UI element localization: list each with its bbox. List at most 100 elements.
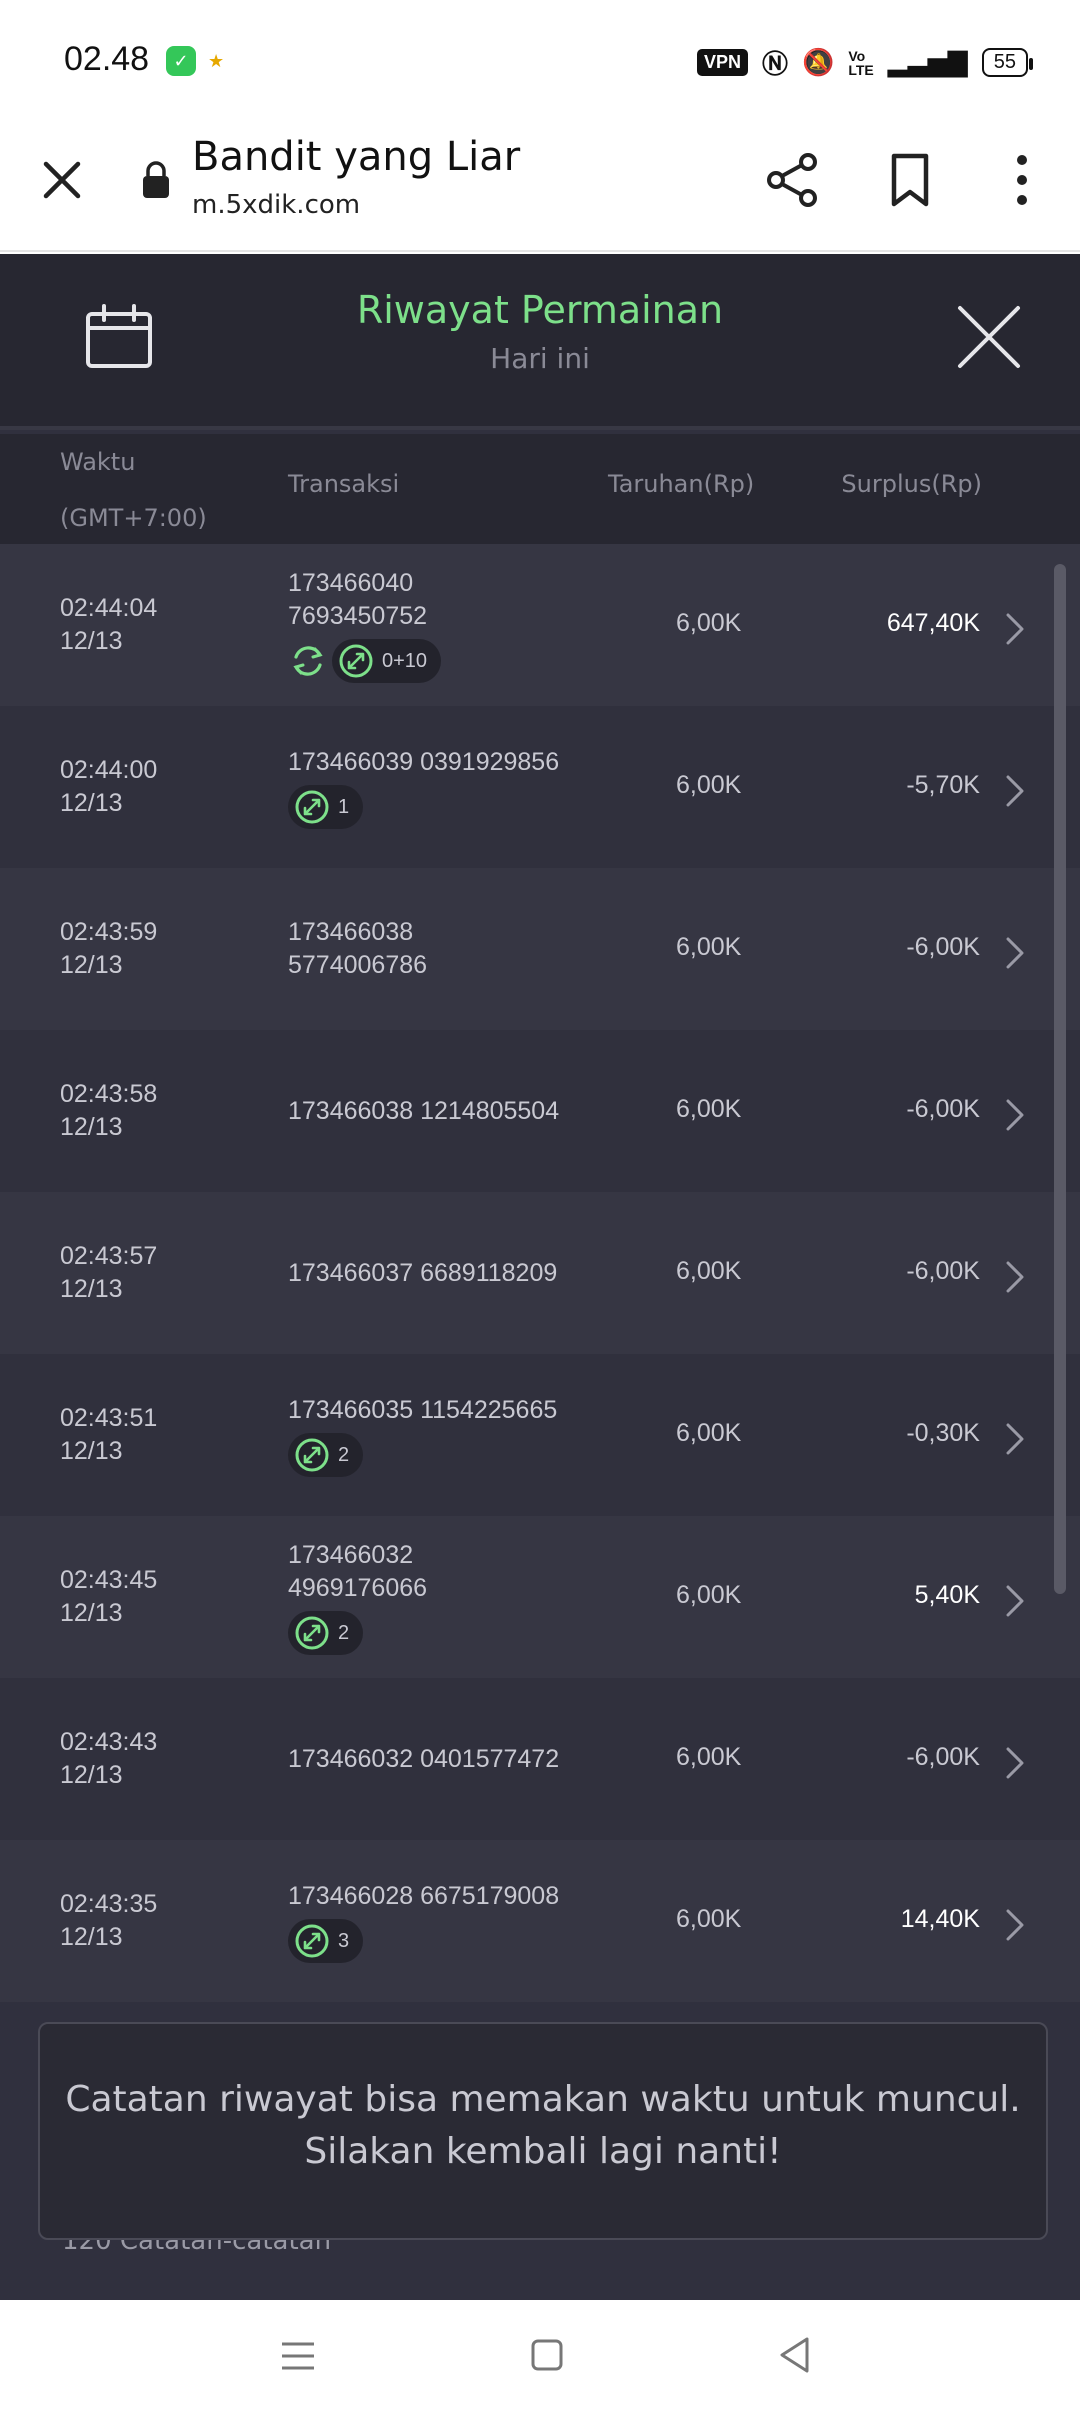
table-row[interactable]: 02:43:59 12/13 173466038 5774006786 6,00K -6,…	[0, 868, 1080, 1030]
chevron-right-icon[interactable]	[1004, 1907, 1026, 1943]
chevron-right-icon[interactable]	[1004, 1097, 1026, 1133]
signal-icon: ▂▃▅▇	[887, 47, 968, 77]
multiplier-icon	[295, 1924, 329, 1958]
row-transaction-id-2: 5774006786	[288, 951, 428, 979]
row-date-value: 12/13	[60, 951, 123, 979]
table-row[interactable]: 02:43:43 12/13 173466032 0401577472 6,00K -6…	[0, 1678, 1080, 1840]
row-time-value: 02:43:45	[60, 1566, 158, 1594]
app-notification-icon: ✓	[166, 46, 196, 76]
row-time: 02:43:57 12/13	[60, 1240, 157, 1306]
browser-toolbar: Bandit yang Liar m.5xdik.com	[0, 120, 1080, 252]
row-time: 02:44:00 12/13	[60, 754, 157, 820]
row-date-value: 12/13	[60, 627, 123, 655]
row-transaction-id: 173466038 1214805504	[288, 1097, 560, 1125]
row-transaction: 173466037 6689118209	[288, 1257, 588, 1290]
row-surplus: 14,40K	[900, 1905, 980, 1933]
row-surplus: -6,00K	[906, 1257, 980, 1285]
table-header: Waktu (GMT+7:00) Transaksi Taruhan(Rp) S…	[0, 434, 1080, 544]
column-header-taruhan: Taruhan(Rp)	[608, 470, 755, 498]
table-row[interactable]: 02:43:45 12/13 173466032 4969176066 2 6,00K 5,…	[0, 1516, 1080, 1678]
chevron-right-icon[interactable]	[1004, 773, 1026, 809]
row-bet: 6,00K	[676, 1581, 742, 1609]
row-surplus: -6,00K	[906, 933, 980, 961]
table-row[interactable]: 02:43:51 12/13 173466035 1154225665 2 6,00K -…	[0, 1354, 1080, 1516]
row-surplus: -6,00K	[906, 1743, 980, 1771]
row-transaction-id: 173466035 1154225665	[288, 1396, 558, 1424]
row-bet: 6,00K	[676, 933, 742, 961]
multiplier-icon	[339, 644, 373, 678]
page-url[interactable]: m.5xdik.com	[192, 190, 361, 220]
nfc-icon: Ⓝ	[761, 49, 788, 79]
row-transaction-id: 173466032 0401577472	[288, 1745, 560, 1773]
row-time: 02:43:43 12/13	[60, 1726, 157, 1792]
chevron-right-icon[interactable]	[1004, 935, 1026, 971]
chevron-right-icon[interactable]	[1004, 1745, 1026, 1781]
history-list: 02:44:04 12/13 173466040 7693450752 0+10 6,00…	[0, 544, 1080, 2002]
app-notification-icon-2: ★	[208, 51, 225, 71]
row-transaction-id-2: 4969176066	[288, 1574, 428, 1602]
back-icon[interactable]	[778, 2336, 810, 2374]
calendar-icon[interactable]	[84, 304, 154, 370]
chevron-right-icon[interactable]	[1004, 1583, 1026, 1619]
multiplier-badge: 3	[288, 1919, 364, 1963]
row-transaction: 173466032 4969176066 2	[288, 1539, 588, 1655]
row-surplus: -5,70K	[906, 771, 980, 799]
page-title: Bandit yang Liar	[192, 134, 521, 180]
table-row[interactable]: 02:43:35 12/13 173466028 6675179008 3 6,00K 1…	[0, 1840, 1080, 2002]
table-row[interactable]: 02:43:57 12/13 173466037 6689118209 6,00K -6…	[0, 1192, 1080, 1354]
row-transaction-id: 173466037 6689118209	[288, 1259, 558, 1287]
row-time: 02:44:04 12/13	[60, 592, 157, 658]
chevron-right-icon[interactable]	[1004, 1421, 1026, 1457]
row-transaction: 173466039 0391929856 1	[288, 746, 588, 829]
scrollbar[interactable]	[1054, 564, 1066, 1594]
system-nav-bar	[0, 2300, 1080, 2412]
row-time: 02:43:35 12/13	[60, 1888, 157, 1954]
row-time: 02:43:58 12/13	[60, 1078, 157, 1144]
column-header-transaksi: Transaksi	[288, 470, 400, 498]
table-row[interactable]: 02:43:58 12/13 173466038 1214805504 6,00K -6…	[0, 1030, 1080, 1192]
row-transaction-id: 173466038	[288, 918, 414, 946]
row-date-value: 12/13	[60, 1437, 123, 1465]
chevron-right-icon[interactable]	[1004, 1259, 1026, 1295]
close-icon[interactable]	[38, 156, 86, 204]
row-time: 02:43:59 12/13	[60, 916, 157, 982]
row-transaction: 173466028 6675179008 3	[288, 1880, 588, 1963]
multiplier-badge: 2	[288, 1611, 364, 1655]
row-transaction-id-2: 7693450752	[288, 602, 428, 630]
row-transaction-id: 173466028 6675179008	[288, 1882, 560, 1910]
row-time-value: 02:43:43	[60, 1728, 158, 1756]
multiplier-badge: 2	[288, 1433, 364, 1477]
multiplier-badge: 1	[288, 785, 364, 829]
row-time-value: 02:43:58	[60, 1080, 158, 1108]
row-bet: 6,00K	[676, 1419, 742, 1447]
multiplier-icon	[295, 1616, 329, 1650]
badge-label: 0+10	[382, 649, 428, 672]
column-header-waktu: Waktu (GMT+7:00)	[60, 434, 207, 546]
table-row[interactable]: 02:44:04 12/13 173466040 7693450752 0+10 6,00…	[0, 544, 1080, 706]
lock-icon	[143, 161, 169, 198]
table-row[interactable]: 02:44:00 12/13 173466039 0391929856 1 6,00K -…	[0, 706, 1080, 868]
info-toast: Catatan riwayat bisa memakan waktu untuk…	[38, 2022, 1048, 2240]
row-transaction-id: 173466039 0391929856	[288, 748, 560, 776]
row-transaction: 173466038 1214805504	[288, 1095, 588, 1128]
row-time-value: 02:43:57	[60, 1242, 158, 1270]
feature-badges: 0+10	[288, 639, 588, 683]
volte-icon: Vo LTE	[848, 47, 874, 78]
row-time-value: 02:43:51	[60, 1404, 158, 1432]
bookmark-icon[interactable]	[888, 152, 932, 208]
close-panel-icon[interactable]	[956, 304, 1022, 370]
status-bar: 02.48 ✓ ★ VPN Ⓝ 🔕 Vo LTE ▂▃▅▇ 55	[0, 0, 1080, 120]
home-icon[interactable]	[530, 2338, 564, 2372]
more-options-icon[interactable]	[1010, 152, 1034, 208]
row-date-value: 12/13	[60, 1113, 123, 1141]
row-bet: 6,00K	[676, 1905, 742, 1933]
free-spin-icon	[293, 646, 323, 676]
column-waktu-label: Waktu	[60, 448, 136, 476]
feature-badges: 3	[288, 1919, 588, 1963]
share-icon[interactable]	[764, 150, 820, 210]
row-bet: 6,00K	[676, 771, 742, 799]
recent-apps-icon[interactable]	[280, 2338, 316, 2374]
row-transaction: 173466040 7693450752 0+10	[288, 567, 588, 683]
badge-label: 3	[338, 1929, 350, 1952]
chevron-right-icon[interactable]	[1004, 611, 1026, 647]
